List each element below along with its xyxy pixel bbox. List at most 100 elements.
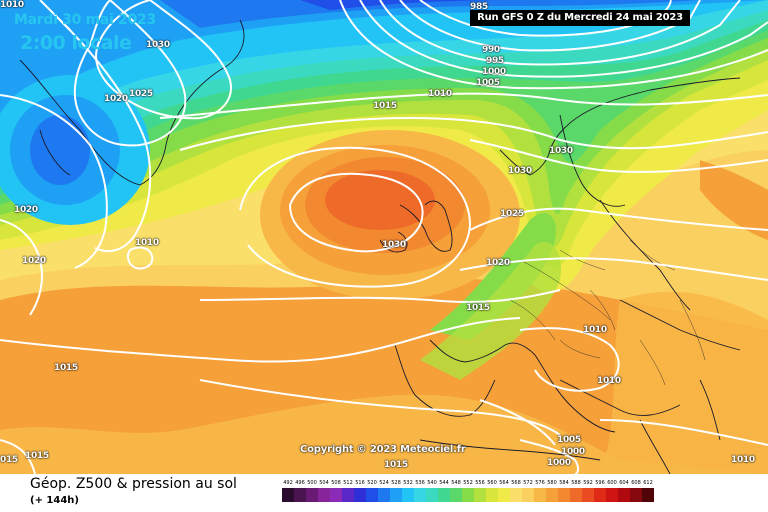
- isobar-label: 1010: [597, 376, 621, 386]
- scale-label: 492: [283, 480, 293, 486]
- isobar-label: 1010: [135, 238, 159, 248]
- scale-swatch: [306, 488, 318, 502]
- isobar-label: 990: [482, 45, 500, 55]
- scale-label: 592: [583, 480, 593, 486]
- scale-swatch: [570, 488, 582, 502]
- scale-cell: 508: [330, 478, 342, 502]
- band-520: [300, 0, 520, 10]
- scale-cell: 552: [462, 478, 474, 502]
- scale-swatch: [450, 488, 462, 502]
- scale-swatch: [342, 488, 354, 502]
- scale-label: 604: [619, 480, 629, 486]
- scale-cell: 592: [582, 478, 594, 502]
- scale-swatch: [534, 488, 546, 502]
- scale-label: 524: [379, 480, 389, 486]
- forecast-time: 2:00 locale: [20, 32, 132, 54]
- scale-label: 580: [547, 480, 557, 486]
- isobar-label: 1025: [500, 209, 524, 219]
- forecast-date: Mardi 30 mai 2023: [14, 12, 156, 28]
- isobar-label: 1030: [146, 40, 170, 50]
- scale-swatch: [402, 488, 414, 502]
- isobar-label: 1015: [373, 101, 397, 111]
- scale-label: 532: [403, 480, 413, 486]
- east-warm: [700, 160, 768, 240]
- scale-cell: 612: [642, 478, 654, 502]
- isobar-label: 1010: [583, 325, 607, 335]
- scale-label: 560: [487, 480, 497, 486]
- band-576: [0, 394, 768, 474]
- scale-cell: 520: [366, 478, 378, 502]
- isobar-label: 995: [486, 56, 504, 66]
- scale-label: 600: [607, 480, 617, 486]
- band-528: [0, 0, 768, 120]
- scale-label: 572: [523, 480, 533, 486]
- isobar-label: 985: [470, 2, 488, 12]
- isobar-label: 1020: [22, 256, 46, 266]
- isobar-label: 1010: [0, 0, 24, 10]
- scale-swatch: [630, 488, 642, 502]
- trough-green: [430, 212, 556, 340]
- scale-cell: 604: [618, 478, 630, 502]
- scale-cell: 548: [450, 478, 462, 502]
- scale-swatch: [354, 488, 366, 502]
- isobar-label: 1030: [508, 166, 532, 176]
- isobar-label: 1015: [25, 451, 49, 461]
- scale-cell: 536: [414, 478, 426, 502]
- isobar-label: 1010: [428, 89, 452, 99]
- scale-label: 544: [439, 480, 449, 486]
- scale-swatch: [438, 488, 450, 502]
- scale-label: 516: [355, 480, 365, 486]
- scale-cell: 572: [522, 478, 534, 502]
- isobar-label: 1020: [104, 94, 128, 104]
- scale-swatch: [642, 488, 654, 502]
- scale-swatch: [330, 488, 342, 502]
- scale-label: 588: [571, 480, 581, 486]
- scale-label: 556: [475, 480, 485, 486]
- scale-swatch: [606, 488, 618, 502]
- scale-cell: 596: [594, 478, 606, 502]
- legend-bar: Géop. Z500 & pression au sol (+ 144h) 49…: [0, 474, 768, 512]
- scale-label: 540: [427, 480, 437, 486]
- color-scale: 492 496 500 504 508 512 516 520 524 528 532 536 540 5…: [282, 478, 654, 502]
- se-warm: [600, 291, 768, 474]
- isobar-label: 1030: [549, 146, 573, 156]
- scale-swatch: [282, 488, 294, 502]
- isobar-label: 1000: [561, 447, 585, 457]
- scale-swatch: [426, 488, 438, 502]
- scale-swatch: [414, 488, 426, 502]
- scale-label: 548: [451, 480, 461, 486]
- scale-swatch: [486, 488, 498, 502]
- scale-label: 612: [643, 480, 653, 486]
- scale-swatch: [618, 488, 630, 502]
- scale-label: 512: [343, 480, 353, 486]
- scale-cell: 600: [606, 478, 618, 502]
- scale-cell: 556: [474, 478, 486, 502]
- scale-cell: 528: [390, 478, 402, 502]
- scale-label: 564: [499, 480, 509, 486]
- scale-swatch: [498, 488, 510, 502]
- scale-swatch: [474, 488, 486, 502]
- scale-swatch: [366, 488, 378, 502]
- band-524: [160, 0, 700, 28]
- isobar-label: 1010: [731, 455, 755, 465]
- scale-swatch: [558, 488, 570, 502]
- isobar-label: 1015: [54, 363, 78, 373]
- country-borders: [509, 239, 706, 386]
- isobar-label: 1000: [547, 458, 571, 468]
- scale-label: 568: [511, 480, 521, 486]
- scale-label: 528: [391, 480, 401, 486]
- scale-swatch: [318, 488, 330, 502]
- isobar-label: 1030: [382, 240, 406, 250]
- scale-cell: 560: [486, 478, 498, 502]
- scale-label: 576: [535, 480, 545, 486]
- isobar-label: 1005: [557, 435, 581, 445]
- scale-cell: 580: [546, 478, 558, 502]
- isobar-label: 1005: [476, 78, 500, 88]
- scale-label: 496: [295, 480, 305, 486]
- isobar-label: 1015: [466, 303, 490, 313]
- scale-swatch: [510, 488, 522, 502]
- scale-cell: 576: [534, 478, 546, 502]
- parameter-title: Géop. Z500 & pression au sol: [30, 476, 237, 492]
- scale-cell: 516: [354, 478, 366, 502]
